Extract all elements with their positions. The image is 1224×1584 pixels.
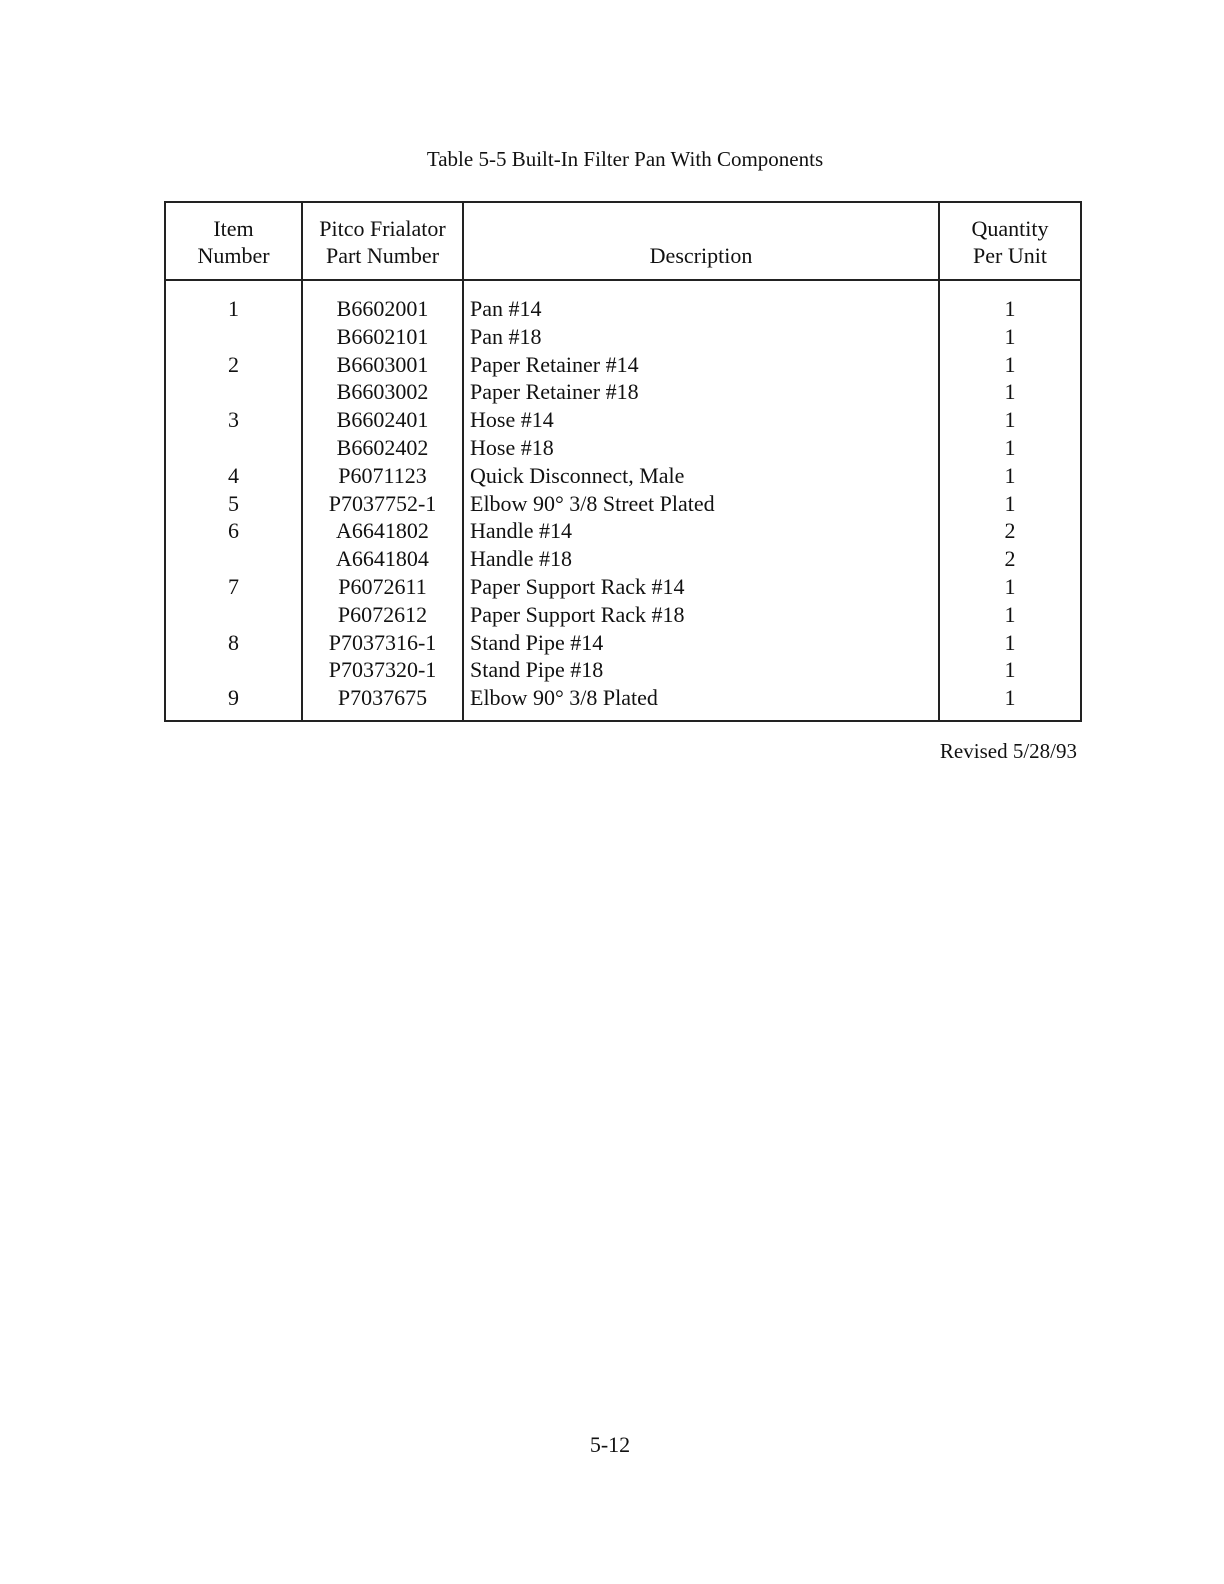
table-row: B6602402 Hose #18 1: [164, 433, 1082, 462]
item-number-cell: 7: [164, 572, 303, 601]
header-description: Description: [462, 201, 940, 281]
description-cell: Quick Disconnect, Male: [462, 461, 940, 490]
quantity-cell: 1: [938, 656, 1082, 685]
table-row: 4 P6071123 Quick Disconnect, Male 1: [164, 461, 1082, 490]
quantity-cell: 1: [938, 406, 1082, 434]
table-row: 3 B6602401 Hose #14 1: [164, 406, 1082, 434]
header-item-number: Item Number: [164, 201, 303, 281]
table-row: 6 A6641802 Handle #14 2: [164, 517, 1082, 546]
table-row: P6072612 Paper Support Rack #18 1: [164, 600, 1082, 629]
item-number-cell: [164, 656, 303, 685]
table-row: B6602101 Pan #18 1: [164, 322, 1082, 351]
part-number-cell: B6602101: [301, 322, 464, 351]
part-number-cell: P7037752-1: [301, 489, 464, 518]
quantity-cell: 1: [938, 433, 1082, 462]
table-row: 2 B6603001 Paper Retainer #14 1: [164, 350, 1082, 379]
page-number: 5-12: [589, 1432, 631, 1457]
description-cell: Pan #18: [462, 322, 940, 351]
description-cell: Paper Retainer #14: [462, 350, 940, 379]
quantity-cell: 1: [938, 600, 1082, 629]
part-number-cell: A6641802: [301, 517, 464, 546]
part-number-cell: A6641804: [301, 545, 464, 573]
quantity-cell: 2: [938, 545, 1082, 573]
description-cell: Handle #14: [462, 517, 940, 546]
description-cell: Handle #18: [462, 545, 940, 573]
item-number-cell: [164, 600, 303, 629]
table-title: Table 5-5 Built-In Filter Pan With Compo…: [426, 147, 824, 171]
part-number-cell: P6071123: [301, 461, 464, 490]
part-number-cell: B6602001: [301, 280, 464, 323]
description-cell: Hose #18: [462, 433, 940, 462]
part-number-cell: B6603002: [301, 378, 464, 407]
table-row: 8 P7037316-1 Stand Pipe #14 1: [164, 628, 1082, 657]
quantity-cell: 1: [938, 489, 1082, 518]
item-number-cell: 9: [164, 684, 303, 722]
table-row: 5 P7037752-1 Elbow 90° 3/8 Street Plated 1: [164, 489, 1082, 518]
quantity-cell: 2: [938, 517, 1082, 546]
part-number-cell: P7037320-1: [301, 656, 464, 685]
item-number-cell: 5: [164, 489, 303, 518]
header-quantity: Quantity Per Unit: [938, 201, 1082, 281]
item-number-cell: 4: [164, 461, 303, 490]
table-row: B6603002 Paper Retainer #18 1: [164, 378, 1082, 407]
parts-table: Item Number Pitco Frialator Part Number De…: [164, 201, 1082, 722]
description-cell: Stand Pipe #18: [462, 656, 940, 685]
item-number-cell: 2: [164, 350, 303, 379]
description-cell: Elbow 90° 3/8 Plated: [462, 684, 940, 722]
quantity-cell: 1: [938, 378, 1082, 407]
item-number-cell: [164, 378, 303, 407]
item-number-cell: 1: [164, 280, 303, 323]
part-number-cell: P6072611: [301, 572, 464, 601]
quantity-cell: 1: [938, 628, 1082, 657]
item-number-cell: [164, 433, 303, 462]
quantity-cell: 1: [938, 322, 1082, 351]
part-number-cell: P7037316-1: [301, 628, 464, 657]
description-cell: Stand Pipe #14: [462, 628, 940, 657]
item-number-cell: 3: [164, 406, 303, 434]
description-cell: Paper Support Rack #18: [462, 600, 940, 629]
part-number-cell: B6602402: [301, 433, 464, 462]
table-row: 7 P6072611 Paper Support Rack #14 1: [164, 572, 1082, 601]
header-part-number: Pitco Frialator Part Number: [301, 201, 464, 281]
table-row: 9 P7037675 Elbow 90° 3/8 Plated 1: [164, 684, 1082, 722]
quantity-cell: 1: [938, 572, 1082, 601]
description-cell: Paper Support Rack #14: [462, 572, 940, 601]
item-number-cell: 6: [164, 517, 303, 546]
item-number-cell: [164, 322, 303, 351]
part-number-cell: P6072612: [301, 600, 464, 629]
quantity-cell: 1: [938, 461, 1082, 490]
description-cell: Elbow 90° 3/8 Street Plated: [462, 489, 940, 518]
table-header-row: Item Number Pitco Frialator Part Number De…: [164, 201, 1082, 281]
table-row: P7037320-1 Stand Pipe #18 1: [164, 656, 1082, 685]
item-number-cell: 8: [164, 628, 303, 657]
quantity-cell: 1: [938, 684, 1082, 722]
part-number-cell: P7037675: [301, 684, 464, 722]
quantity-cell: 1: [938, 350, 1082, 379]
quantity-cell: 1: [938, 280, 1082, 323]
description-cell: Hose #14: [462, 406, 940, 434]
table-row: A6641804 Handle #18 2: [164, 545, 1082, 573]
item-number-cell: [164, 545, 303, 573]
part-number-cell: B6603001: [301, 350, 464, 379]
part-number-cell: B6602401: [301, 406, 464, 434]
description-cell: Paper Retainer #18: [462, 378, 940, 407]
revision-date: Revised 5/28/93: [939, 739, 1077, 763]
table-row: 1 B6602001 Pan #14 1: [164, 280, 1082, 323]
description-cell: Pan #14: [462, 280, 940, 323]
